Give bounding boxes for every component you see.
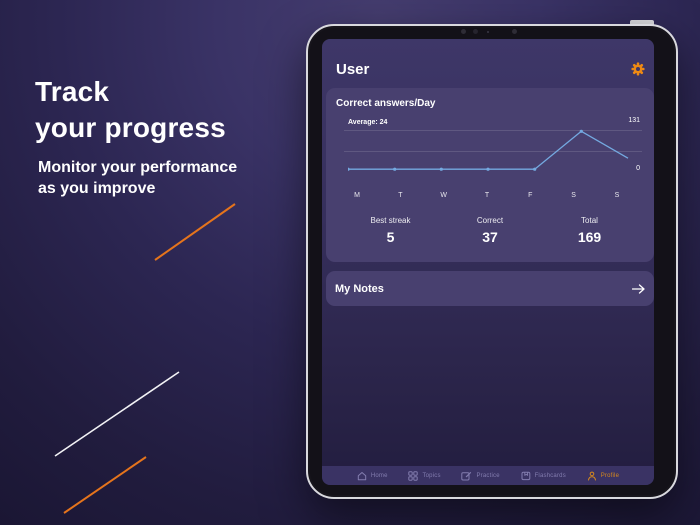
hero-title: Track your progress: [35, 74, 237, 146]
ipad-frame: User Correct answers/Day Average: 24 1: [306, 24, 678, 499]
x-axis-labels: M T W T F S S: [352, 192, 622, 199]
gear-icon[interactable]: [631, 62, 645, 76]
x-tick: W: [440, 192, 447, 199]
chart-plot: [348, 129, 629, 171]
hero-subtitle-line1: Monitor your performance: [38, 159, 238, 176]
y-axis-max-label: 131: [628, 117, 640, 124]
front-camera-dot: [461, 29, 466, 34]
right-arrow-icon: [632, 283, 645, 294]
tab-home[interactable]: Home: [357, 471, 388, 481]
tab-topics[interactable]: Topics: [408, 470, 441, 481]
correct-answers-card: Correct answers/Day Average: 24 131 0 M …: [326, 88, 654, 262]
my-notes-label: My Notes: [335, 282, 384, 295]
tab-label: Practice: [476, 472, 500, 479]
tab-practice[interactable]: Practice: [461, 471, 500, 481]
tab-profile[interactable]: Profile: [587, 471, 619, 481]
practice-icon: [461, 471, 472, 480]
stat-label: Total: [581, 216, 598, 225]
hero-subtitle-line2: as you improve: [38, 180, 156, 197]
chart-title: Correct answers/Day: [336, 98, 436, 109]
flashcards-icon: [521, 471, 530, 480]
ipad-power-button: [630, 20, 654, 26]
orange-line-top: [154, 203, 236, 261]
page-title: User: [336, 61, 370, 78]
tab-bar: Home Topics: [322, 466, 654, 485]
tab-flashcards[interactable]: Flashcards: [521, 471, 566, 481]
topics-grid-icon: [408, 470, 419, 481]
orange-line-bottom: [63, 456, 147, 514]
y-axis-min-label: 0: [636, 165, 640, 172]
hero-text: Track your progress Monitor your perform…: [35, 74, 237, 199]
x-tick: S: [614, 192, 620, 199]
x-tick: T: [398, 192, 403, 199]
stat-label: Correct: [476, 216, 504, 225]
front-camera-dot: [512, 29, 517, 34]
stat-best-streak: Best streak 5: [356, 216, 426, 245]
hero-title-line1: Track: [35, 76, 110, 107]
x-tick: F: [528, 192, 533, 199]
hero-subtitle: Monitor your performance as you improve: [35, 157, 237, 199]
white-line: [54, 371, 180, 457]
stat-value: 169: [577, 229, 602, 245]
front-camera-dot: [473, 29, 478, 34]
app-header: User: [322, 39, 654, 83]
stats-row: Best streak 5 Correct 37 Total 169: [326, 216, 654, 245]
hero-title-line2: your progress: [35, 112, 226, 143]
x-tick: T: [484, 192, 490, 199]
gridline: [344, 151, 642, 152]
stat-total: Total 169: [555, 216, 625, 245]
profile-icon: [587, 471, 596, 480]
stat-value: 37: [482, 229, 498, 245]
tab-label: Topics: [422, 472, 441, 479]
average-label: Average: 24: [348, 119, 388, 126]
home-icon: [357, 471, 367, 480]
stat-value: 5: [386, 229, 395, 245]
x-tick: M: [354, 192, 360, 199]
stat-label: Best streak: [370, 216, 411, 225]
my-notes-card[interactable]: My Notes: [326, 271, 654, 306]
x-tick: S: [571, 192, 576, 199]
stat-correct: Correct 37: [455, 216, 525, 245]
sensor-dot: [487, 31, 489, 33]
gridline: [344, 130, 642, 131]
app-screen: User Correct answers/Day Average: 24 1: [322, 39, 654, 485]
tab-label: Profile: [600, 472, 620, 479]
tab-label: Home: [370, 472, 388, 479]
tab-label: Flashcards: [534, 472, 566, 479]
